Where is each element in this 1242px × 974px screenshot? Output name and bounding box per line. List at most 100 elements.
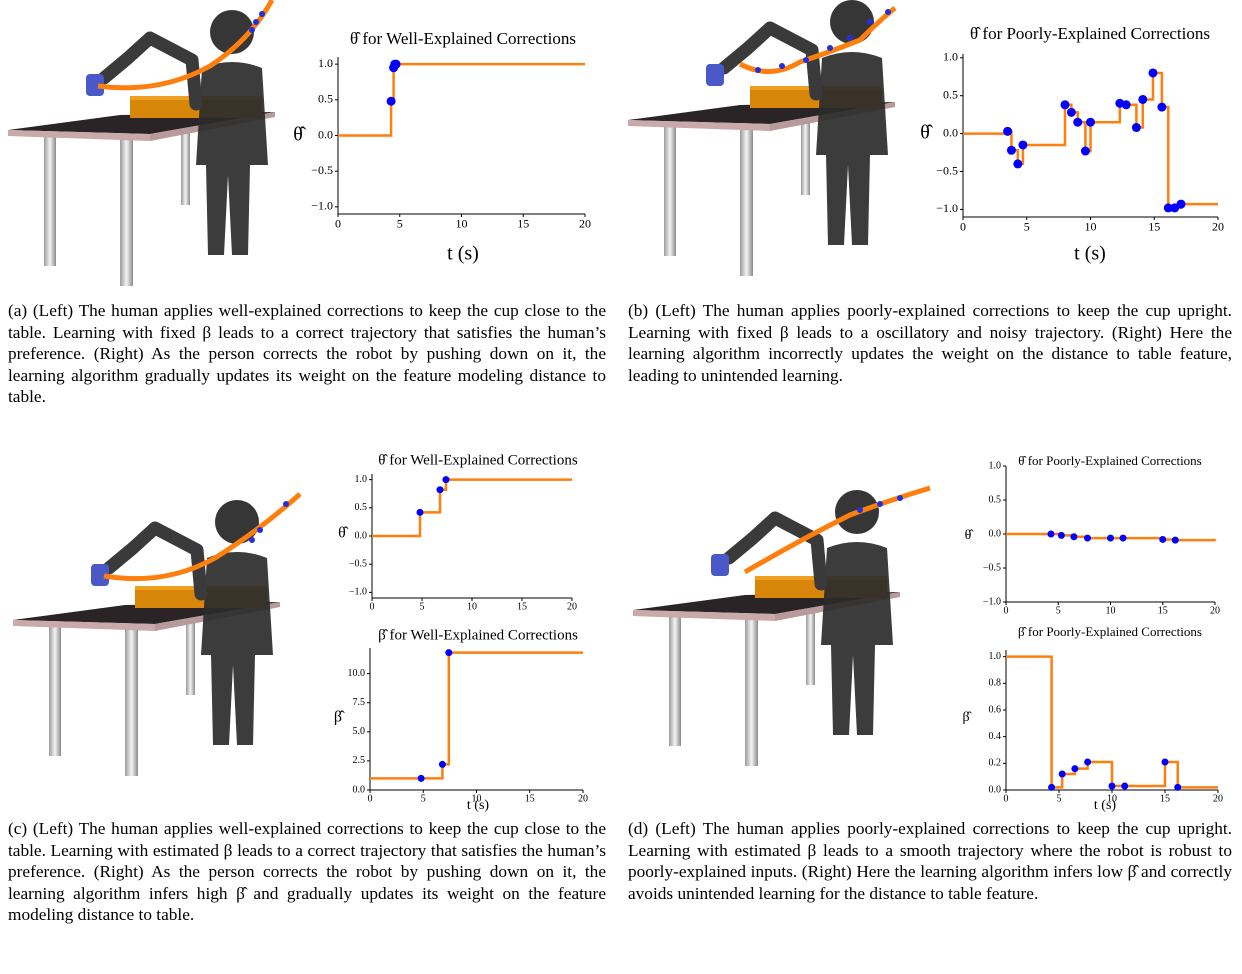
correction-marker [1171,536,1179,544]
chart-title: θ̂ for Well-Explained Corrections [350,29,576,48]
x-tick-label: 15 [517,217,529,231]
x-tick-label: 20 [1210,605,1220,616]
y-tick-label: 0.0 [989,528,1002,539]
y-tick-label: 0.0 [318,127,333,141]
step-line [963,71,1218,210]
x-tick-label: 10 [1107,793,1117,804]
scene-d [633,490,900,766]
correction-marker [1121,100,1131,110]
correction-marker [1057,531,1065,539]
x-tick-label: 10 [467,601,477,612]
correction-marker [438,760,446,768]
y-axis-label: β̂ [334,709,345,726]
trajectory-dots [249,11,265,33]
x-tick-label: 20 [1212,220,1224,234]
correction-marker [1006,145,1016,155]
y-tick-label: 7.5 [353,697,366,708]
chart-title: β̂ for Well-Explained Corrections [378,627,578,643]
x-tick-label: 20 [567,601,577,612]
correction-marker [1163,203,1173,213]
y-tick-label: −1.0 [349,587,367,598]
chart-title: β̂ for Poorly-Explained Corrections [1018,624,1202,639]
y-tick-label: 0.0 [943,125,958,139]
x-tick-label: 10 [1106,605,1116,616]
correction-marker [1080,146,1090,156]
correction-marker [1108,782,1116,790]
caption: (a) (Left) The human applies well-explai… [8,301,606,406]
y-tick-label: 10.0 [348,668,366,679]
x-tick-label: 15 [1148,220,1160,234]
x-tick-label: 10 [472,793,482,804]
y-axis-label: β̂ [962,710,972,725]
scene-a [8,10,275,286]
correction-marker [1084,534,1092,542]
x-tick-label: 0 [368,793,373,804]
y-tick-label: 0.6 [989,704,1002,715]
correction-marker [1157,102,1167,112]
correction-marker [1047,530,1055,538]
y-tick-label: 0.5 [989,494,1002,505]
x-tick-label: 5 [1024,220,1030,234]
correction-marker [1058,770,1066,778]
correction-marker [386,96,396,106]
y-tick-label: −1.0 [936,201,958,215]
y-tick-label: 0.4 [989,731,1002,742]
trajectory [103,492,302,582]
x-tick-label: 20 [579,217,591,231]
x-tick-label: 10 [1085,220,1097,234]
x-tick-label: 15 [525,793,535,804]
y-axis-label: θ̂ [293,124,307,146]
x-tick-label: 0 [335,217,341,231]
x-tick-label: 5 [420,601,425,612]
correction-marker [1060,100,1070,110]
correction-marker [1071,765,1079,773]
correction-marker [1176,199,1186,209]
x-tick-label: 5 [1056,605,1061,616]
correction-marker [417,774,425,782]
y-tick-label: 0.0 [989,784,1002,795]
correction-marker [442,476,450,484]
correction-marker [416,508,424,516]
correction-marker [1138,94,1148,104]
correction-marker [1003,126,1013,136]
y-tick-label: 0.2 [989,758,1002,769]
chart-title: θ̂ for Well-Explained Corrections [378,452,578,468]
y-axis-label: θ̂ [920,122,934,144]
correction-marker [1018,140,1028,150]
correction-marker [1121,782,1129,790]
correction-marker [1013,159,1023,169]
step-line [372,478,572,538]
y-tick-label: 1.0 [989,460,1002,471]
correction-marker [1070,533,1078,541]
x-axis-label: t (s) [1094,798,1117,813]
step-line [370,651,583,780]
y-tick-label: 0.5 [355,502,368,513]
x-axis-label: t (s) [467,798,490,813]
x-tick-label: 0 [1004,793,1009,804]
step-line [338,62,585,137]
correction-marker [1119,534,1127,542]
y-tick-label: 0.0 [353,784,366,795]
y-axis-label: θ̂ [965,528,975,543]
correction-marker [1066,107,1076,117]
x-tick-label: 5 [1057,793,1062,804]
y-axis-label: θ̂ [338,525,349,542]
y-tick-label: 1.0 [943,50,958,64]
y-tick-label: 1.0 [355,474,368,485]
x-tick-label: 15 [1160,793,1170,804]
correction-marker [436,486,444,494]
y-tick-label: −0.5 [349,558,367,569]
y-tick-label: 2.5 [353,755,366,766]
y-tick-label: 0.8 [989,678,1002,689]
correction-marker [445,649,453,657]
caption: (c) (Left) The human applies well-explai… [8,819,606,924]
x-tick-label: 5 [421,793,426,804]
x-tick-label: 0 [1004,605,1009,616]
correction-marker [1084,758,1092,766]
trajectory [738,6,897,75]
y-tick-label: 0.5 [318,92,333,106]
x-tick-label: 15 [1158,605,1168,616]
chart-title: θ̂ for Poorly-Explained Corrections [970,24,1210,43]
